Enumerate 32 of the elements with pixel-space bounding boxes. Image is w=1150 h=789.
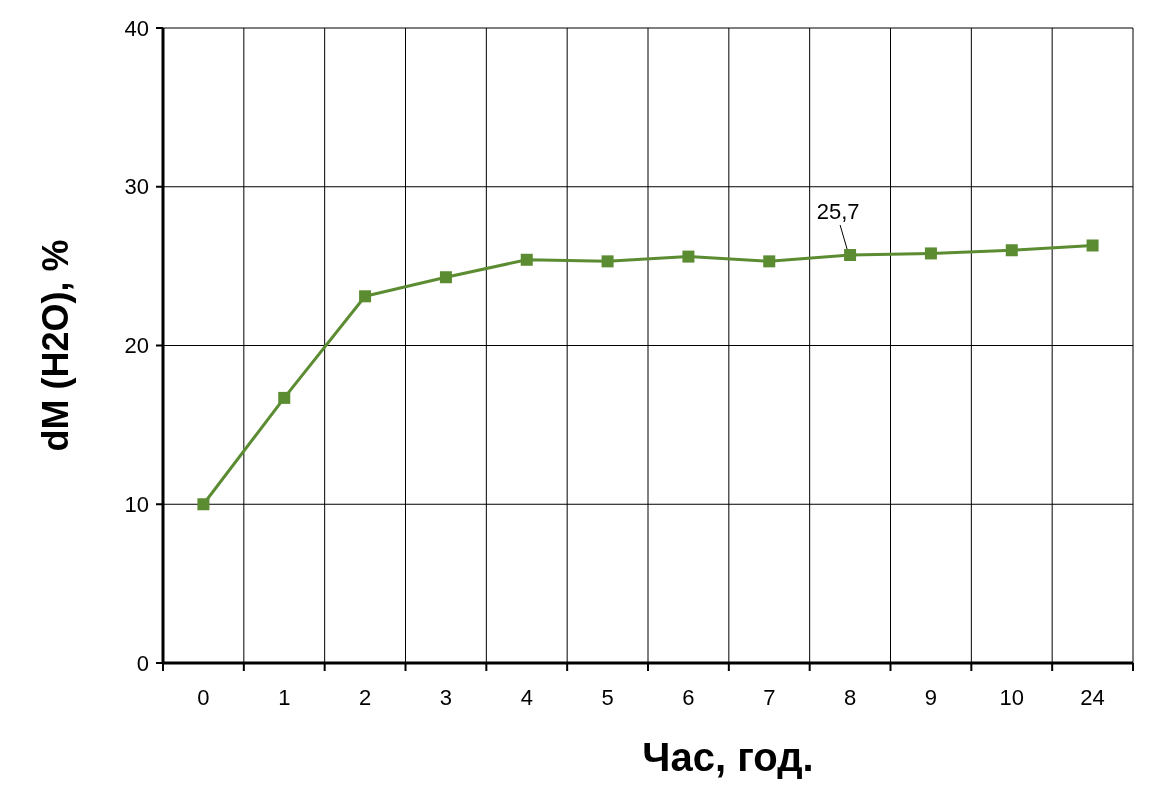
- point: [439, 271, 452, 284]
- point: [763, 255, 776, 268]
- x-axis-title: Час, год.: [642, 735, 814, 779]
- x-tick-label: 24: [1080, 685, 1105, 710]
- point: [520, 253, 533, 266]
- x-tick-label: 7: [763, 685, 776, 710]
- point: [197, 498, 210, 511]
- point: [844, 249, 857, 262]
- y-tick-label: 10: [124, 491, 149, 517]
- y-tick-label: 20: [124, 333, 149, 359]
- x-tick-label: 5: [601, 685, 614, 710]
- point: [1005, 244, 1018, 257]
- point: [601, 255, 614, 268]
- y-tick-label: 0: [136, 650, 149, 676]
- x-tick-label: 10: [999, 685, 1024, 710]
- x-tick-label: 8: [843, 685, 857, 710]
- x-tick-label: 3: [439, 685, 453, 710]
- point: [278, 391, 291, 404]
- y-tick-label: 40: [124, 15, 149, 41]
- y-axis-title: dM (H2O), %: [35, 239, 76, 452]
- x-tick-label: 1: [278, 685, 291, 710]
- x-tick-label: 2: [358, 685, 372, 710]
- point: [924, 247, 937, 260]
- x-tick-label: 6: [682, 685, 695, 710]
- x-tick-label: 4: [520, 685, 533, 710]
- point: [682, 250, 695, 263]
- point: [359, 290, 372, 303]
- x-tick-label: 9: [924, 685, 938, 710]
- y-tick-label: 30: [124, 174, 149, 200]
- annotation: 25,7: [816, 199, 860, 225]
- x-tick-label: 0: [197, 685, 210, 710]
- point: [1086, 239, 1099, 252]
